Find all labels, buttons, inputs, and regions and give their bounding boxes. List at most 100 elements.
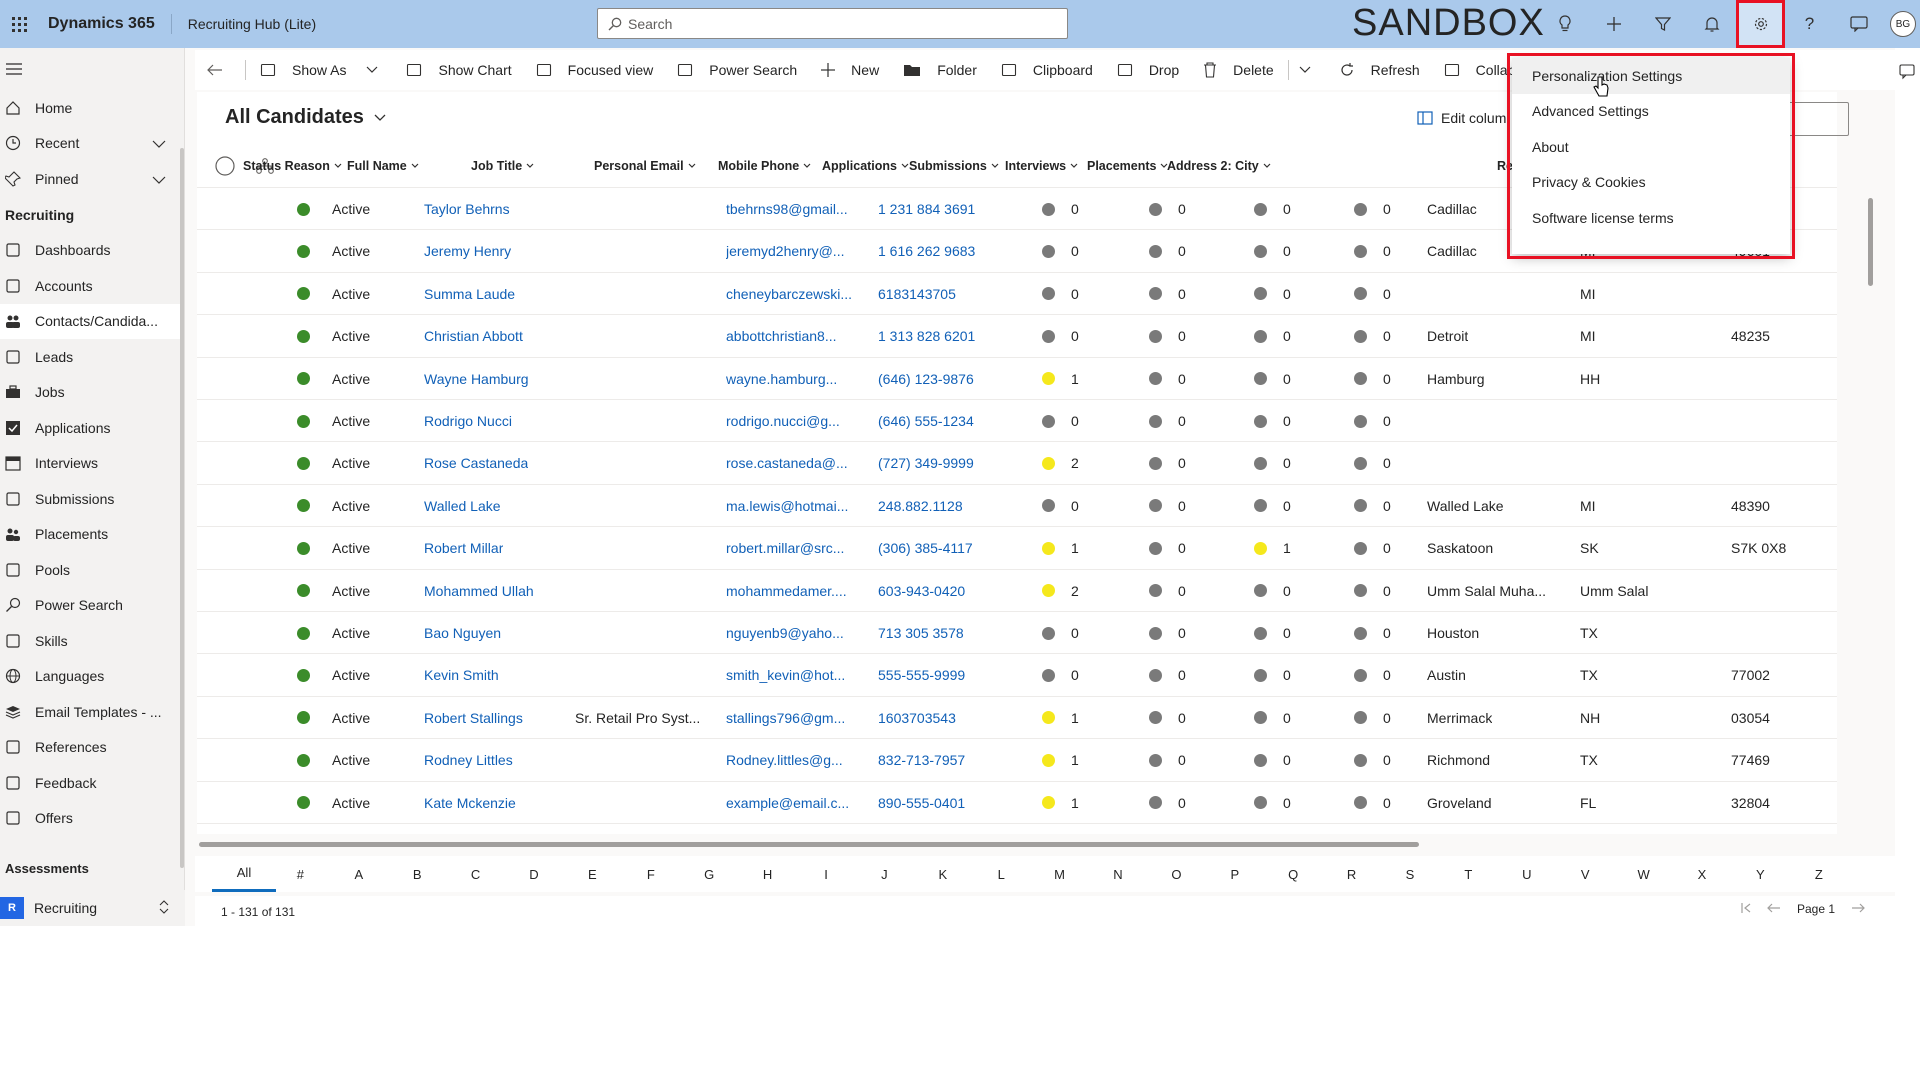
sidebar-item-recent[interactable]: Recent <box>0 126 184 162</box>
previous-page-icon[interactable] <box>1767 902 1781 916</box>
new-button[interactable]: New <box>809 50 891 90</box>
full-name-link[interactable]: Rodney Littles <box>424 752 513 769</box>
brand-title[interactable]: Dynamics 365 <box>48 15 155 32</box>
first-page-icon[interactable] <box>1741 902 1751 916</box>
alpha-filter-g[interactable]: G <box>704 866 715 882</box>
sidebar-item-skills[interactable]: Skills <box>0 623 184 659</box>
view-selector[interactable]: All Candidates <box>225 106 386 129</box>
chat-icon[interactable] <box>1834 0 1883 48</box>
sidebar-item-home[interactable]: Home <box>0 90 184 126</box>
alpha-filter-k[interactable]: K <box>938 866 948 882</box>
edit-columns-button[interactable]: Edit colum <box>1417 110 1506 126</box>
full-name-link[interactable]: Jeremy Henry <box>424 243 512 260</box>
full-name-link[interactable]: Rose Castaneda <box>424 455 529 472</box>
alpha-filter-n[interactable]: N <box>1113 866 1123 882</box>
column-header-full-name[interactable]: Full Name <box>347 144 419 188</box>
table-row[interactable]: Active Kevin Smith smith_kevin@hot... 555-5… <box>197 654 1837 697</box>
email-link[interactable]: wayne.hamburg... <box>726 370 838 387</box>
select-all-checkbox[interactable] <box>211 144 235 188</box>
sidebar-item-languages[interactable]: Languages <box>0 659 184 695</box>
alpha-filter-all[interactable]: All <box>212 856 276 892</box>
phone-link[interactable]: 1 313 828 6201 <box>878 328 976 345</box>
alpha-filter-r[interactable]: R <box>1346 866 1357 882</box>
next-page-icon[interactable] <box>1851 902 1865 916</box>
table-row[interactable]: Active Taylor Behrns tbehrns98@gmail... 1 2… <box>197 188 1837 231</box>
table-row[interactable]: Active Kate Mckenzie example@email.c... 890… <box>197 782 1837 824</box>
menu-item-software-license-terms[interactable]: Software license terms <box>1532 209 1674 226</box>
email-link[interactable]: smith_kevin@hot... <box>726 667 846 684</box>
table-row[interactable]: Active Robert Millar robert.millar@src... (… <box>197 527 1837 570</box>
alpha-filter-o[interactable]: O <box>1171 866 1182 882</box>
phone-link[interactable]: (306) 385-4117 <box>878 540 973 557</box>
email-link[interactable]: abbottchristian8... <box>726 328 837 345</box>
area-switcher[interactable]: R Recruiting <box>0 890 185 926</box>
delete-button[interactable]: Delete <box>1191 50 1285 90</box>
show-chart-button[interactable]: Show Chart <box>394 50 523 90</box>
search-box[interactable]: Search <box>597 8 1068 39</box>
alpha-filter-x[interactable]: X <box>1697 866 1707 882</box>
power-search-button[interactable]: Power Search <box>665 50 809 90</box>
phone-link[interactable]: 1603703543 <box>878 709 956 726</box>
alpha-filter-f[interactable]: F <box>646 866 655 882</box>
bell-icon[interactable] <box>1687 0 1736 48</box>
sidebar-item-power-search[interactable]: Power Search <box>0 588 184 624</box>
phone-link[interactable]: (646) 123-9876 <box>878 370 974 387</box>
table-row[interactable]: Active Rodrigo Nucci rodrigo.nucci@g... (64… <box>197 400 1837 443</box>
sidebar-item-applications[interactable]: Applications <box>0 410 184 446</box>
email-link[interactable]: stallings796@gm... <box>726 709 846 726</box>
sidebar-item-email-templates[interactable]: Email Templates - ... <box>0 694 184 730</box>
table-row[interactable]: Active Walled Lake ma.lewis@hotmai... 248.8… <box>197 485 1837 528</box>
full-name-link[interactable]: Robert Stallings <box>424 709 523 726</box>
horizontal-scrollbar[interactable] <box>199 842 1419 847</box>
clipboard-button[interactable]: Clipboard <box>989 50 1105 90</box>
table-row[interactable]: Active Rodney Littles Rodney.littles@g... 8… <box>197 739 1837 782</box>
phone-link[interactable]: 1 231 884 3691 <box>878 201 976 217</box>
phone-link[interactable]: 1 616 262 9683 <box>878 243 976 260</box>
column-header-placements[interactable]: Placements <box>1087 144 1168 188</box>
email-link[interactable]: example@email.c... <box>726 794 850 811</box>
email-link[interactable]: nguyenb9@yaho... <box>726 625 844 641</box>
sidebar-item-dashboards[interactable]: Dashboards <box>0 233 184 269</box>
full-name-link[interactable]: Christian Abbott <box>424 328 523 345</box>
alpha-filter-b[interactable]: B <box>412 866 422 882</box>
alpha-filter-y[interactable]: Y <box>1756 866 1765 882</box>
alpha-filter-w[interactable]: W <box>1637 866 1650 882</box>
column-header-applications[interactable]: Applications <box>822 144 909 188</box>
phone-link[interactable]: 248.882.1128 <box>878 497 963 514</box>
sidebar-item-jobs[interactable]: Jobs <box>0 375 184 411</box>
email-link[interactable]: Rodney.littles@g... <box>726 752 843 769</box>
alpha-filter-q[interactable]: Q <box>1288 866 1299 882</box>
column-header-interviews[interactable]: Interviews <box>1005 144 1078 188</box>
column-header-submissions[interactable]: Submissions <box>909 144 999 188</box>
chevron-down-icon[interactable] <box>358 50 394 90</box>
alpha-filter-v[interactable]: V <box>1580 866 1590 882</box>
sidebar-item-leads[interactable]: Leads <box>0 339 184 375</box>
app-launcher-icon[interactable] <box>4 0 34 48</box>
chevron-down-icon[interactable] <box>152 171 166 187</box>
folder-button[interactable]: Folder <box>891 50 989 90</box>
alpha-filter-e[interactable]: E <box>588 866 597 882</box>
sidebar-item-placements[interactable]: Placements <box>0 517 184 553</box>
alpha-filter-hash[interactable]: # <box>296 866 304 882</box>
alpha-filter-j[interactable]: J <box>881 866 888 882</box>
table-row[interactable]: Active Mohammed Ullah mohammedamer.... 603-… <box>197 570 1837 612</box>
back-button[interactable] <box>195 50 243 90</box>
email-link[interactable]: ma.lewis@hotmai... <box>726 497 849 514</box>
sidebar-item-offers[interactable]: Offers <box>0 801 184 837</box>
full-name-link[interactable]: Rodrigo Nucci <box>424 413 512 429</box>
help-icon[interactable]: ? <box>1804 14 1815 33</box>
alpha-filter-i[interactable]: I <box>824 866 828 882</box>
email-link[interactable]: rodrigo.nucci@g... <box>726 413 840 429</box>
phone-link[interactable]: 555-555-9999 <box>878 667 966 684</box>
sidebar-item-interviews[interactable]: Interviews <box>0 446 184 482</box>
menu-item-advanced-settings[interactable]: Advanced Settings <box>1532 103 1649 120</box>
full-name-link[interactable]: Summa Laude <box>424 285 516 302</box>
menu-item-personalization-settings[interactable]: Personalization Settings <box>1512 58 1790 94</box>
full-name-link[interactable]: Taylor Behrns <box>424 201 510 217</box>
column-header-job-title[interactable]: Job Title <box>471 144 534 188</box>
column-header-personal-email[interactable]: Personal Email <box>594 144 696 188</box>
email-link[interactable]: cheneybarczewski... <box>726 285 853 302</box>
phone-link[interactable]: (727) 349-9999 <box>878 455 974 472</box>
column-header-mobile-phone[interactable]: Mobile Phone <box>718 144 811 188</box>
alpha-filter-h[interactable]: H <box>762 866 773 882</box>
